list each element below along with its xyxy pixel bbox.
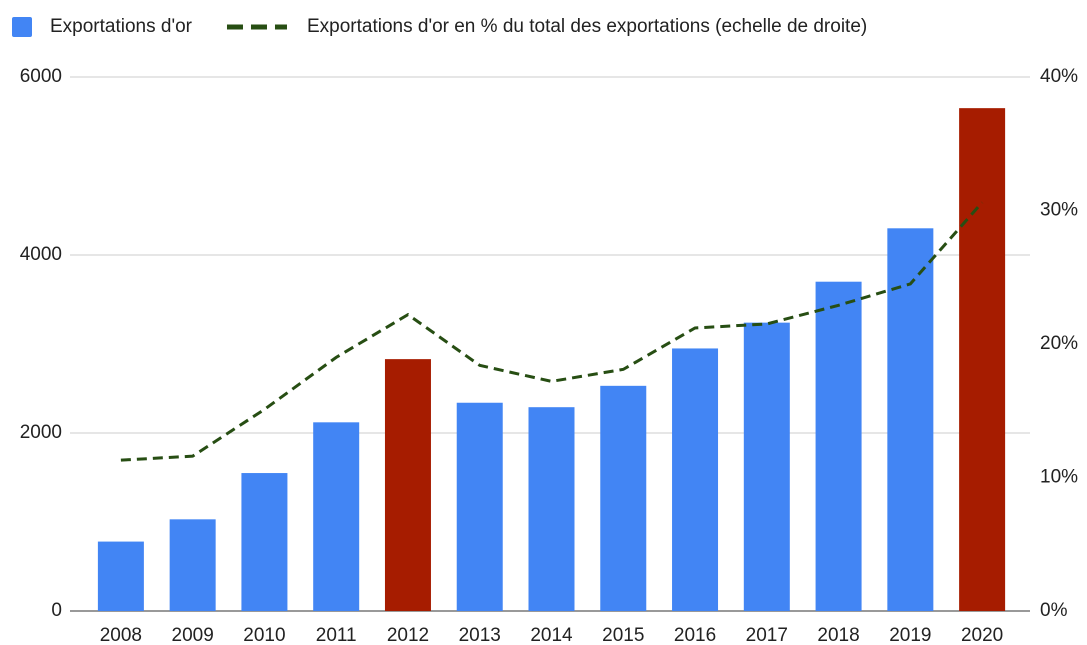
y2-tick-label: 10% bbox=[1040, 467, 1078, 488]
x-tick-label: 2017 bbox=[746, 625, 788, 645]
x-tick-label: 2012 bbox=[387, 625, 429, 645]
bar bbox=[97, 541, 144, 611]
bar bbox=[528, 407, 575, 611]
bar bbox=[600, 385, 647, 611]
x-tick-label: 2019 bbox=[889, 625, 931, 645]
x-tick-label: 2013 bbox=[459, 625, 501, 645]
y-tick-label: 2000 bbox=[20, 422, 62, 443]
bar bbox=[959, 108, 1006, 612]
y2-tick-label: 20% bbox=[1040, 333, 1078, 354]
bar bbox=[384, 359, 431, 611]
x-tick-label: 2020 bbox=[961, 625, 1003, 645]
bar bbox=[456, 402, 503, 611]
x-tick-label: 2008 bbox=[100, 625, 142, 645]
bar bbox=[169, 519, 216, 611]
bar bbox=[743, 322, 790, 611]
bar bbox=[887, 228, 934, 612]
line bbox=[120, 201, 984, 462]
y-tick-label: 6000 bbox=[20, 66, 62, 87]
y-tick-label: 0 bbox=[51, 600, 62, 621]
y2-tick-label: 30% bbox=[1040, 200, 1078, 221]
x-tick-label: 2009 bbox=[172, 625, 214, 645]
x-tick-label: 2011 bbox=[316, 625, 357, 645]
x-tick-label: 2014 bbox=[530, 625, 573, 645]
bar bbox=[815, 281, 862, 611]
legend-label: Exportations d'or en % du total des expo… bbox=[307, 16, 867, 37]
x-tick-label: 2016 bbox=[674, 625, 716, 645]
x-tick-label: 2018 bbox=[817, 625, 859, 645]
y2-tick-label: 40% bbox=[1040, 66, 1078, 87]
bar bbox=[241, 473, 288, 611]
x-tick-label: 2015 bbox=[602, 625, 644, 645]
y-tick-label: 4000 bbox=[20, 244, 62, 265]
bar bbox=[313, 422, 360, 611]
y2-tick-label: 0% bbox=[1040, 600, 1068, 621]
bar bbox=[672, 348, 719, 611]
legend-label: Exportations d'or bbox=[50, 16, 193, 37]
legend-swatch bbox=[12, 17, 32, 37]
x-tick-label: 2010 bbox=[243, 625, 285, 645]
